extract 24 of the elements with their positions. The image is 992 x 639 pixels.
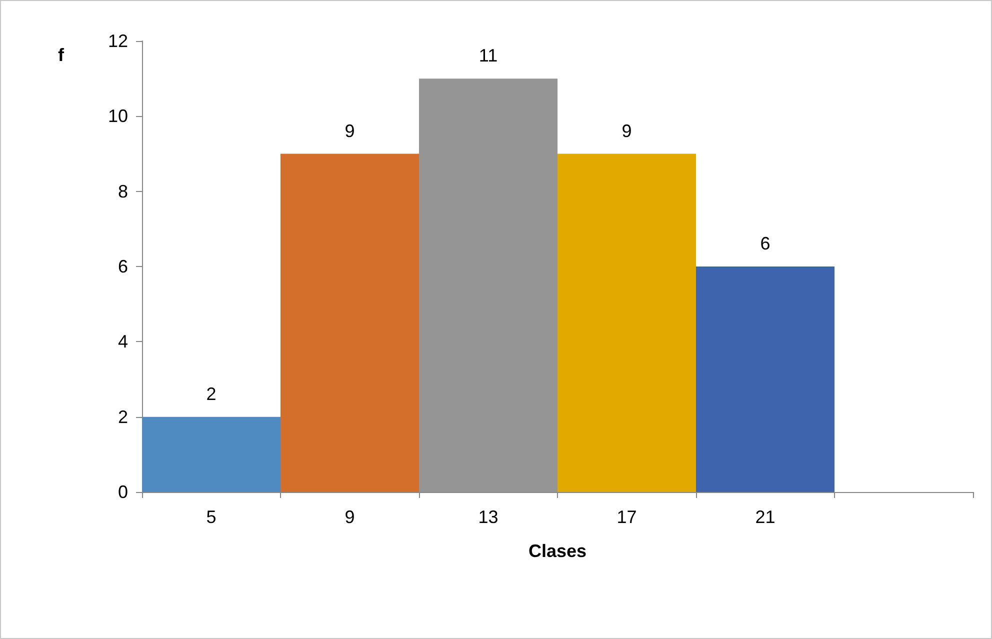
- x-axis-title: Clases: [528, 541, 587, 561]
- data-label: 2: [206, 384, 216, 404]
- x-tick-label: 13: [478, 507, 498, 527]
- y-tick-label: 2: [118, 406, 128, 427]
- y-axis-title: f: [58, 45, 65, 65]
- y-tick-label: 0: [118, 482, 128, 502]
- x-tick-label: 21: [755, 507, 776, 527]
- y-tick-label: 12: [108, 31, 128, 51]
- y-tick-label: 10: [108, 106, 128, 126]
- bar: [696, 266, 834, 492]
- y-tick-label: 6: [118, 256, 128, 276]
- y-tick-label: 8: [118, 181, 128, 202]
- data-label: 6: [760, 234, 770, 254]
- data-label: 9: [344, 120, 355, 141]
- data-label: 9: [622, 120, 632, 141]
- bar: [419, 78, 558, 492]
- x-tick-label: 17: [616, 507, 637, 527]
- x-tick-label: 9: [344, 507, 355, 527]
- y-tick-label: 4: [118, 332, 128, 352]
- data-label: 11: [478, 46, 498, 66]
- bar: [142, 416, 280, 492]
- x-tick-label: 5: [206, 507, 216, 527]
- bar: [280, 154, 419, 492]
- bar: [558, 154, 696, 492]
